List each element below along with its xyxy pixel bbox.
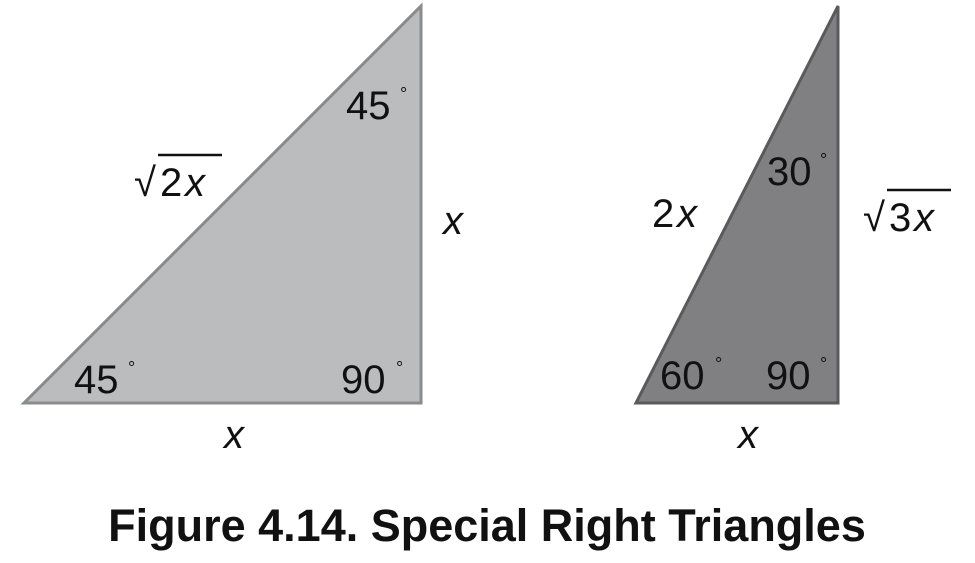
tri45-angle-top: 45 [346,84,391,128]
tri30-leg-vertical-coef: 3 [889,196,911,240]
tri45-leg-vertical: x [441,199,465,243]
figure-caption: Figure 4.14. Special Right Triangles [108,500,866,551]
tri45-angle-bottom-left: 45 [74,358,119,402]
tri30-leg-vertical-label: √ 3 x [863,188,951,240]
tri45-hypotenuse-radical: √ [134,161,156,205]
tri30-hypotenuse-label: 2 x [652,192,699,236]
tri30-leg-vertical-var: x [912,196,936,240]
tri45-hypotenuse-coef: 2 [160,161,182,205]
tri45-angle-right: 90 [341,358,386,402]
triangle-45-shape [20,2,423,405]
tri45-hypotenuse-label: √ 2 x [134,153,222,205]
tri45-angle-right-degree: ° [396,358,403,378]
tri30-angle-top: 30 [767,150,812,194]
triangle-30-60-90: 30 ° 60 ° 90 ° 2 x √ 3 x x [633,5,951,457]
tri30-angle-bottom-left-degree: ° [715,354,722,374]
tri30-hypotenuse-var: x [675,192,699,236]
tri30-angle-bottom-left: 60 [660,354,705,398]
tri30-angle-top-degree: ° [820,150,827,170]
tri45-hypotenuse-var: x [183,161,207,205]
tri30-leg-horizontal: x [736,413,760,457]
triangle-30-shape [633,5,840,405]
tri45-angle-bottom-left-degree: ° [128,358,135,378]
tri30-angle-right-degree: ° [820,354,827,374]
tri30-leg-vertical-radical: √ [863,196,885,240]
triangle-45-45-90: 45 ° 45 ° 90 ° √ 2 x x x [20,2,465,457]
tri45-leg-horizontal: x [222,413,246,457]
tri30-hypotenuse-coef: 2 [652,192,674,236]
tri30-angle-right: 90 [766,354,811,398]
tri45-angle-top-degree: ° [400,84,407,104]
